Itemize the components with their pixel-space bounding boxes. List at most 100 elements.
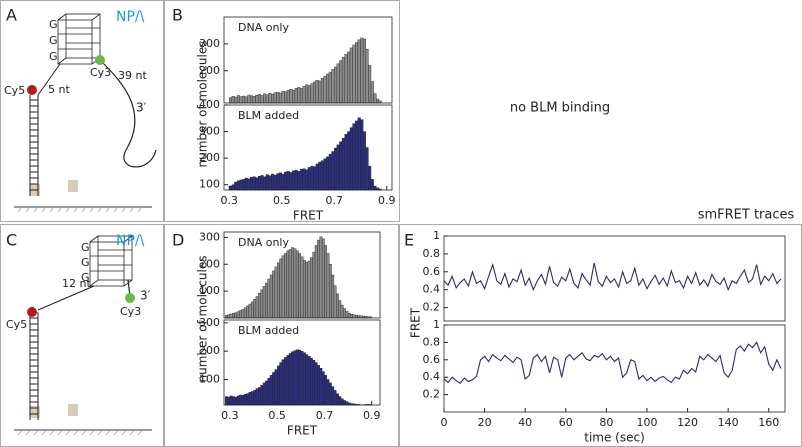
bar xyxy=(334,66,338,104)
bar xyxy=(328,153,332,191)
bar xyxy=(274,369,278,406)
x-tick-label: 120 xyxy=(677,416,698,429)
bar xyxy=(292,90,296,104)
bar xyxy=(314,245,318,319)
bar xyxy=(234,181,238,191)
bar xyxy=(307,260,311,319)
x-tick-label: 0.7 xyxy=(316,409,334,422)
x-tick-label: 0 xyxy=(441,416,448,429)
annotation: BLM added xyxy=(238,109,299,122)
bar xyxy=(253,298,257,319)
panel-frame xyxy=(164,0,400,222)
bar xyxy=(349,47,353,104)
bar xyxy=(298,253,302,319)
bar xyxy=(305,354,309,406)
bar xyxy=(236,311,240,319)
bar xyxy=(315,163,319,191)
bar xyxy=(239,394,242,406)
bar xyxy=(257,94,261,104)
bar xyxy=(239,179,243,191)
bar xyxy=(376,98,380,104)
bar xyxy=(239,96,243,104)
bar xyxy=(250,95,254,104)
bar xyxy=(331,386,335,406)
bar xyxy=(313,81,317,104)
bar xyxy=(231,184,235,191)
y-tick-label: 400 xyxy=(199,98,220,111)
bar xyxy=(234,96,238,104)
bar xyxy=(293,350,297,406)
diagram-label: Cy3 xyxy=(90,66,111,79)
panel-label: D xyxy=(172,231,184,250)
bar xyxy=(255,388,259,406)
bar xyxy=(300,256,304,319)
x-tick-label: 160 xyxy=(758,416,779,429)
bar xyxy=(229,313,233,319)
x-axis-label: time (sec) xyxy=(584,431,645,445)
bar xyxy=(336,293,339,319)
bar xyxy=(338,300,342,319)
trace-line xyxy=(443,262,782,292)
bar xyxy=(326,379,330,406)
bar xyxy=(255,95,259,104)
bar xyxy=(281,90,285,104)
y-tick-label: 0.2 xyxy=(423,301,441,314)
plot-frame xyxy=(223,231,381,319)
bar xyxy=(297,171,301,191)
bar xyxy=(312,251,316,319)
bar xyxy=(323,75,327,104)
bar xyxy=(362,131,366,191)
bar xyxy=(286,355,290,406)
diagram-label: Cy3 xyxy=(120,305,141,318)
y-tick-label: 100 xyxy=(199,284,220,297)
bar xyxy=(297,87,301,104)
diagram-label: G xyxy=(49,34,58,47)
bar xyxy=(368,165,372,191)
bar xyxy=(326,253,330,319)
bar xyxy=(368,65,372,104)
bar xyxy=(293,248,297,319)
y-tick-label: 200 xyxy=(199,344,220,357)
diagram-label: 12 nt xyxy=(62,277,91,290)
bar xyxy=(302,168,306,191)
diagram-label: Cy5 xyxy=(6,318,27,331)
bar xyxy=(229,97,233,104)
bar xyxy=(354,315,358,319)
bar xyxy=(344,53,348,104)
bar xyxy=(243,394,247,406)
bar xyxy=(344,134,348,191)
y-tick-label: 100 xyxy=(199,178,220,191)
bar xyxy=(284,253,287,319)
bar xyxy=(352,314,356,319)
trace-line xyxy=(443,341,782,385)
bar xyxy=(355,120,359,191)
bar xyxy=(265,94,269,104)
bar xyxy=(260,95,264,104)
bar xyxy=(349,127,353,191)
bar xyxy=(302,352,306,406)
bar xyxy=(331,151,335,191)
bar xyxy=(276,365,280,406)
x-tick-label: 0.9 xyxy=(363,409,381,422)
bar xyxy=(305,169,309,191)
bar xyxy=(255,296,259,319)
bar xyxy=(312,360,316,406)
diagram-label: G xyxy=(49,18,58,31)
bar xyxy=(299,88,303,104)
bar xyxy=(232,312,235,319)
bar xyxy=(302,86,306,104)
bar xyxy=(248,392,252,406)
bar xyxy=(319,236,323,319)
bar xyxy=(357,117,361,191)
bar xyxy=(246,393,250,406)
bar xyxy=(260,384,264,406)
bar xyxy=(307,356,311,406)
plot-frame xyxy=(223,319,381,406)
bar xyxy=(343,308,346,319)
bar xyxy=(244,96,248,104)
bar xyxy=(336,144,340,191)
y-tick-label: 0.6 xyxy=(423,265,441,278)
diagram-label: Cy5 xyxy=(4,84,25,97)
bar xyxy=(340,304,344,319)
diagram xyxy=(14,13,157,213)
